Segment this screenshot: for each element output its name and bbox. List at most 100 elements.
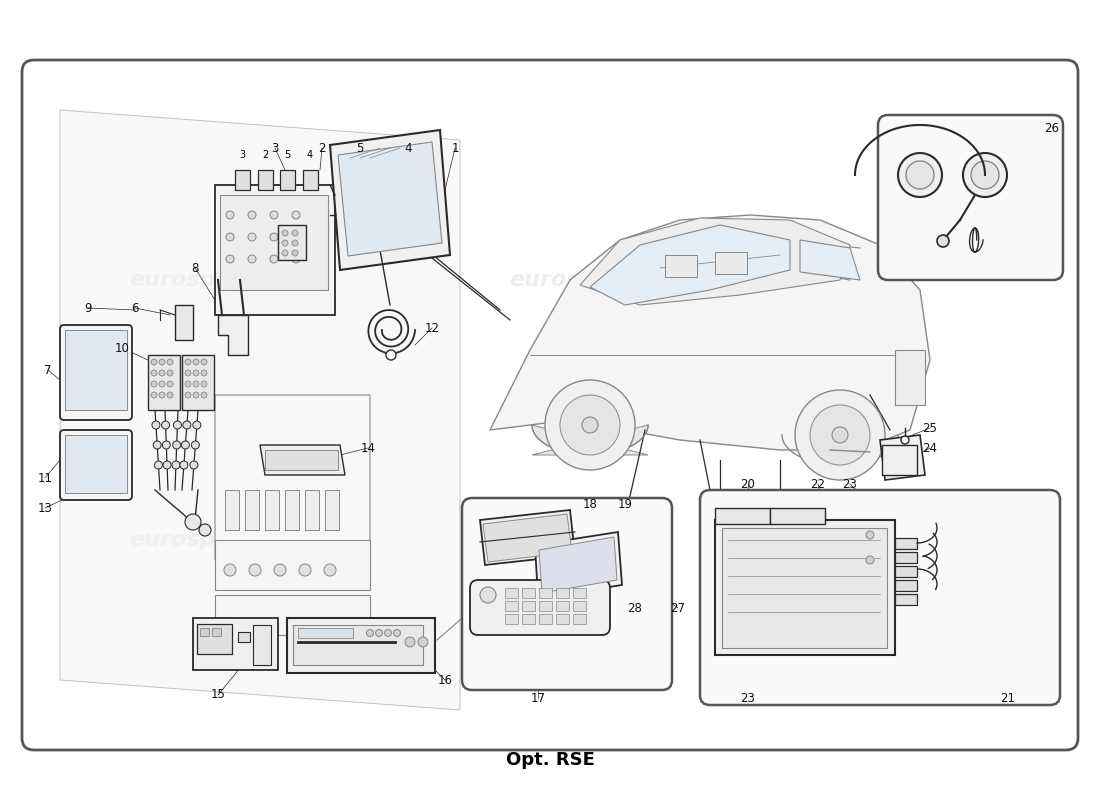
- Bar: [598, 590, 644, 600]
- Circle shape: [385, 630, 392, 637]
- Polygon shape: [60, 110, 460, 710]
- Text: 15: 15: [210, 689, 225, 702]
- Circle shape: [192, 392, 199, 398]
- Bar: [895, 538, 917, 549]
- Circle shape: [366, 630, 374, 637]
- Polygon shape: [580, 218, 850, 305]
- Bar: [235, 170, 250, 190]
- Bar: [226, 490, 239, 530]
- Bar: [539, 588, 552, 598]
- Bar: [278, 225, 306, 260]
- Bar: [522, 588, 535, 598]
- Circle shape: [172, 461, 180, 469]
- Circle shape: [249, 564, 261, 576]
- Circle shape: [192, 359, 199, 365]
- Text: 24: 24: [923, 442, 937, 454]
- Circle shape: [167, 359, 173, 365]
- Bar: [214, 540, 370, 590]
- Bar: [287, 618, 434, 673]
- Text: 26: 26: [1045, 122, 1059, 134]
- Polygon shape: [880, 435, 925, 480]
- Circle shape: [560, 395, 620, 455]
- Text: eurospares: eurospares: [509, 530, 650, 550]
- Text: eurospares: eurospares: [509, 270, 650, 290]
- FancyBboxPatch shape: [878, 115, 1063, 280]
- Circle shape: [185, 514, 201, 530]
- Bar: [556, 588, 569, 598]
- FancyBboxPatch shape: [462, 498, 672, 690]
- Text: 17: 17: [530, 691, 546, 705]
- Bar: [715, 252, 747, 274]
- Text: 5: 5: [284, 150, 290, 160]
- Circle shape: [167, 370, 173, 376]
- Bar: [722, 528, 887, 648]
- Circle shape: [151, 370, 157, 376]
- Circle shape: [962, 153, 1006, 197]
- Bar: [258, 170, 273, 190]
- Circle shape: [394, 630, 400, 637]
- Circle shape: [282, 250, 288, 256]
- Circle shape: [582, 417, 598, 433]
- Bar: [895, 594, 917, 605]
- FancyBboxPatch shape: [60, 325, 132, 420]
- Bar: [715, 520, 895, 655]
- Bar: [895, 566, 917, 577]
- Circle shape: [185, 392, 191, 398]
- Circle shape: [163, 441, 170, 449]
- Bar: [192, 618, 278, 670]
- Circle shape: [201, 381, 207, 387]
- Polygon shape: [490, 215, 930, 450]
- Bar: [505, 601, 518, 611]
- Bar: [65, 330, 126, 410]
- Circle shape: [180, 461, 188, 469]
- Text: 21: 21: [1001, 691, 1015, 705]
- Circle shape: [224, 564, 236, 576]
- Polygon shape: [590, 225, 790, 305]
- Text: 20: 20: [740, 478, 756, 490]
- Polygon shape: [480, 510, 575, 565]
- Circle shape: [795, 390, 886, 480]
- Text: 25: 25: [923, 422, 937, 434]
- Text: 22: 22: [811, 478, 825, 490]
- Polygon shape: [800, 240, 860, 280]
- Circle shape: [151, 381, 157, 387]
- Text: 5: 5: [356, 142, 364, 154]
- Circle shape: [151, 359, 157, 365]
- Circle shape: [270, 255, 278, 263]
- Circle shape: [375, 630, 383, 637]
- Text: 27: 27: [671, 602, 685, 614]
- Text: 3: 3: [272, 142, 278, 154]
- Bar: [770, 508, 825, 524]
- Bar: [305, 490, 319, 530]
- Circle shape: [971, 161, 999, 189]
- Bar: [505, 614, 518, 624]
- Text: 18: 18: [583, 498, 597, 510]
- Bar: [324, 490, 339, 530]
- Text: eurospares: eurospares: [130, 270, 271, 290]
- Polygon shape: [218, 315, 248, 355]
- Circle shape: [418, 637, 428, 647]
- Text: 6: 6: [131, 302, 139, 314]
- Circle shape: [167, 381, 173, 387]
- Text: 16: 16: [438, 674, 452, 686]
- Text: 8: 8: [191, 262, 199, 274]
- Bar: [148, 355, 180, 410]
- Text: 19: 19: [617, 498, 632, 510]
- Circle shape: [248, 255, 256, 263]
- Circle shape: [160, 392, 165, 398]
- Polygon shape: [265, 450, 338, 470]
- Circle shape: [292, 240, 298, 246]
- FancyBboxPatch shape: [22, 60, 1078, 750]
- Circle shape: [190, 461, 198, 469]
- FancyBboxPatch shape: [700, 490, 1060, 705]
- Text: 23: 23: [740, 691, 756, 705]
- Bar: [882, 445, 917, 475]
- Circle shape: [937, 235, 949, 247]
- Circle shape: [274, 564, 286, 576]
- Text: 7: 7: [44, 363, 52, 377]
- Circle shape: [544, 380, 635, 470]
- Bar: [895, 580, 917, 591]
- Circle shape: [810, 405, 870, 465]
- Text: 28: 28: [628, 602, 642, 614]
- Circle shape: [226, 233, 234, 241]
